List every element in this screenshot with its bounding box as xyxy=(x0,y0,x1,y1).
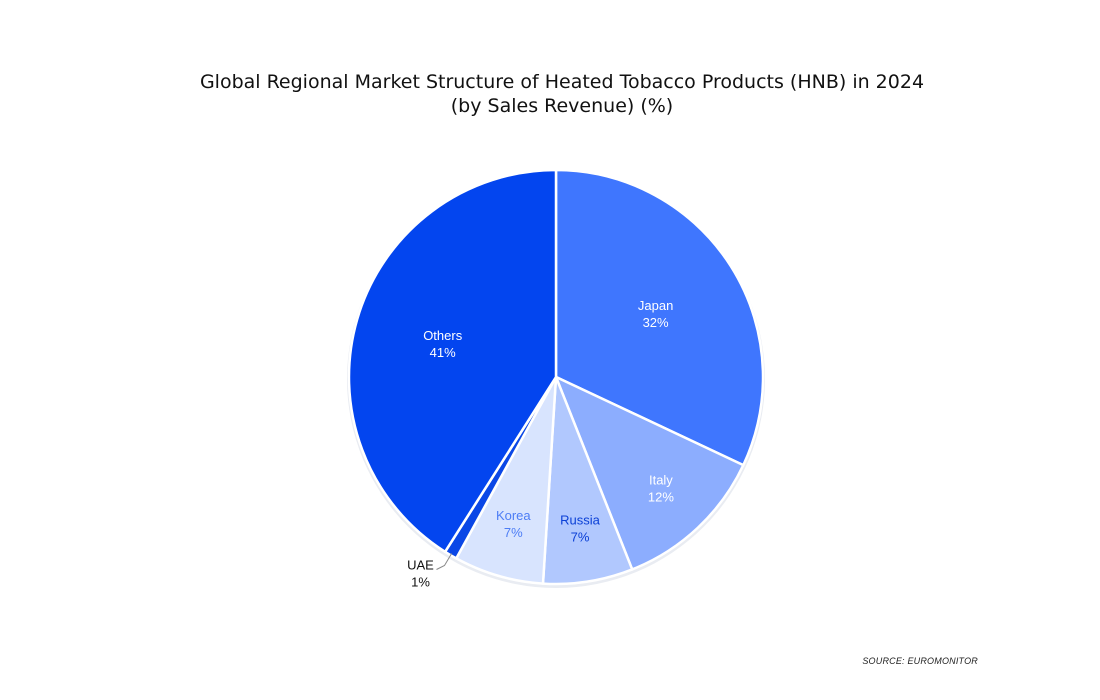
slice-value: 32% xyxy=(643,315,669,330)
slice-label-japan: Japan 32% xyxy=(638,298,673,330)
slice-name: Korea xyxy=(496,508,531,523)
leader-line-uae xyxy=(436,553,453,570)
slice-label-korea: Korea 7% xyxy=(496,508,531,540)
slice-value: 41% xyxy=(430,345,456,360)
slice-label-russia: Russia 7% xyxy=(560,512,601,544)
slice-name: Russia xyxy=(560,512,601,527)
slice-name: Italy xyxy=(649,473,673,488)
slice-name: Others xyxy=(423,328,463,343)
chart-title: Global Regional Market Structure of Heat… xyxy=(199,71,925,93)
slice-label-italy: Italy 12% xyxy=(648,473,674,505)
pie-slice-italy xyxy=(554,375,745,571)
pie-slice-japan xyxy=(554,168,765,467)
slice-name: Japan xyxy=(638,298,673,313)
slice-value: 1% xyxy=(411,575,430,590)
source-note: SOURCE: EUROMONITOR xyxy=(862,656,978,666)
slice-label-others: Others 41% xyxy=(423,328,463,360)
slice-value: 7% xyxy=(571,529,590,544)
chart-subtitle: (by Sales Revenue) (%) xyxy=(450,95,674,117)
slice-value: 7% xyxy=(504,525,523,540)
slice-label-uae: UAE 1% xyxy=(407,558,434,590)
pie-slice-others xyxy=(347,168,558,554)
slice-name: UAE xyxy=(407,558,434,573)
chart-title-block: Global Regional Market Structure of Heat… xyxy=(0,70,1100,118)
slice-value: 12% xyxy=(648,490,674,505)
